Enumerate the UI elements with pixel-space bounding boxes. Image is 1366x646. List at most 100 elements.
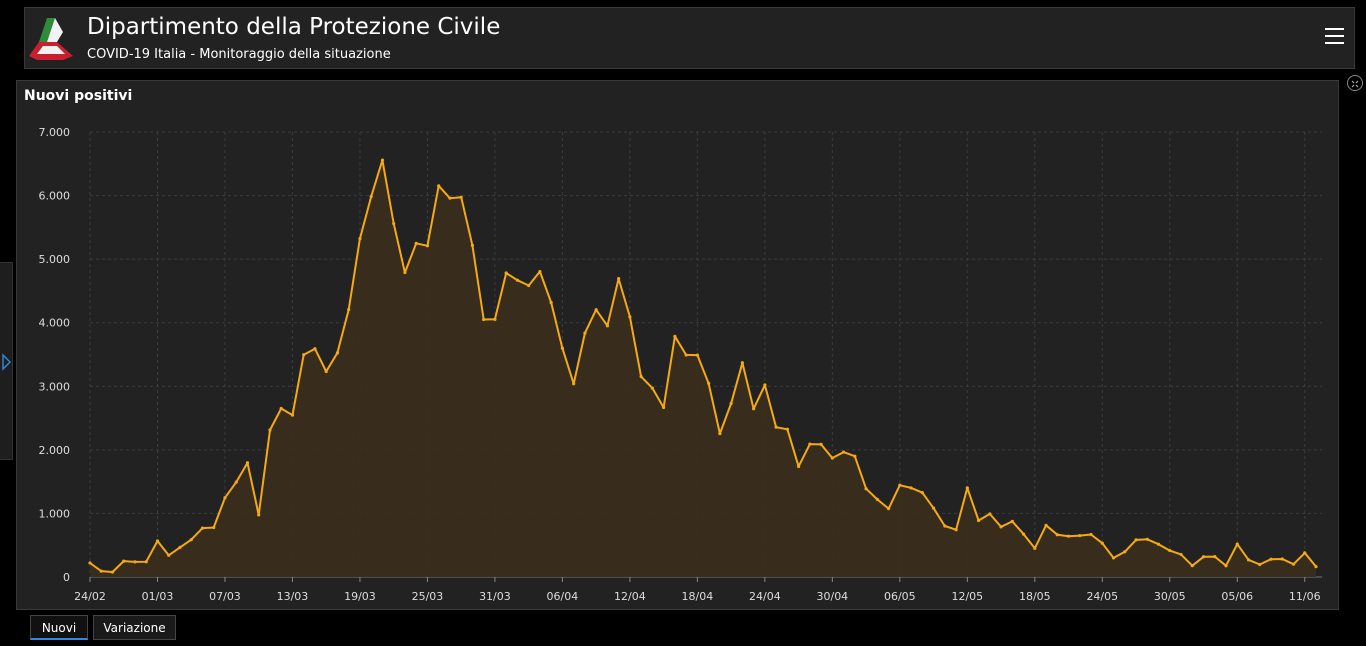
data-point — [1190, 564, 1194, 568]
data-point — [110, 570, 115, 574]
data-point — [1201, 555, 1206, 559]
data-point — [324, 369, 328, 374]
data-point — [650, 386, 654, 390]
data-point — [1055, 533, 1059, 537]
data-point — [931, 506, 936, 510]
data-point — [673, 334, 677, 338]
data-point — [527, 283, 531, 288]
data-point — [1145, 537, 1149, 541]
data-point — [830, 456, 834, 460]
hamburger-menu-icon[interactable] — [1325, 28, 1344, 46]
y-tick-label: 5.000 — [39, 253, 71, 266]
data-point — [684, 353, 688, 357]
data-point — [909, 486, 913, 490]
data-point — [380, 158, 385, 162]
x-tick-label: 11/06 — [1289, 590, 1321, 603]
data-point — [459, 195, 463, 199]
data-point — [695, 353, 699, 357]
data-point — [133, 560, 137, 564]
data-point — [1213, 554, 1217, 559]
data-point — [1111, 556, 1116, 560]
data-point — [1044, 523, 1048, 527]
data-point — [268, 428, 272, 432]
x-tick-label: 31/03 — [479, 590, 511, 603]
data-point — [785, 427, 789, 431]
data-point — [718, 431, 722, 436]
series-line — [89, 159, 1317, 573]
x-tick-label: 12/04 — [614, 590, 646, 603]
data-point — [707, 381, 711, 385]
data-point — [122, 559, 126, 563]
data-point — [99, 569, 103, 573]
data-point — [392, 221, 396, 226]
data-point — [1078, 533, 1082, 538]
data-point — [189, 538, 193, 542]
data-point — [763, 383, 767, 387]
data-point — [88, 561, 92, 565]
data-point — [965, 486, 969, 490]
sidebar-toggle-button[interactable] — [0, 262, 13, 460]
data-point — [1246, 558, 1251, 562]
data-point — [515, 278, 520, 282]
data-point — [1089, 532, 1093, 537]
x-tick-label: 30/04 — [816, 590, 848, 603]
data-point — [1033, 546, 1037, 550]
data-point — [493, 317, 497, 321]
data-point — [470, 243, 475, 247]
y-tick-label: 6.000 — [39, 190, 71, 203]
data-point — [538, 269, 542, 274]
data-point — [234, 480, 238, 484]
tab-variazione[interactable]: Variazione — [93, 615, 176, 640]
data-point — [279, 406, 283, 411]
data-point — [302, 353, 306, 357]
x-tick-label: 24/02 — [74, 590, 106, 603]
x-tick-label: 18/04 — [682, 590, 714, 603]
data-point — [1291, 562, 1296, 566]
data-point — [797, 464, 801, 469]
data-point — [639, 374, 643, 379]
data-point — [1168, 548, 1172, 553]
data-point — [1235, 542, 1239, 546]
data-point — [819, 442, 823, 446]
x-tick-label: 12/05 — [951, 590, 983, 603]
data-point — [257, 513, 261, 517]
data-point — [448, 196, 452, 200]
data-point — [347, 307, 351, 312]
data-point — [1179, 552, 1183, 557]
data-point — [999, 525, 1003, 529]
series-area — [90, 160, 1316, 577]
x-tick-label: 30/05 — [1154, 590, 1186, 603]
data-point — [752, 407, 756, 411]
data-point — [1100, 541, 1104, 545]
x-tick-label: 24/05 — [1086, 590, 1118, 603]
app-header: Dipartimento della Protezione Civile COV… — [24, 7, 1355, 69]
data-point — [549, 301, 553, 305]
data-point — [920, 491, 924, 495]
chart-series — [88, 158, 1318, 577]
data-point — [1156, 542, 1161, 546]
data-point — [988, 512, 992, 516]
data-point — [1303, 551, 1307, 555]
chart-title: Nuovi positivi — [24, 88, 133, 104]
data-point — [594, 308, 598, 312]
data-point — [335, 351, 340, 355]
y-tick-label: 7.000 — [39, 126, 71, 139]
data-point — [943, 524, 947, 528]
data-point — [1280, 557, 1284, 561]
data-point — [223, 496, 227, 500]
x-tick-label: 24/04 — [749, 590, 781, 603]
x-tick-label: 25/03 — [412, 590, 444, 603]
data-point — [313, 347, 317, 351]
data-point — [886, 507, 891, 511]
data-point — [178, 545, 182, 549]
data-point — [167, 553, 171, 557]
data-point — [662, 405, 666, 410]
x-tick-label: 06/05 — [884, 590, 916, 603]
data-point — [560, 346, 565, 350]
data-point — [1134, 538, 1138, 542]
data-point — [572, 382, 576, 386]
data-point — [414, 241, 418, 245]
expand-icon[interactable] — [1347, 75, 1363, 91]
tab-nuovi[interactable]: Nuovi — [30, 615, 88, 640]
